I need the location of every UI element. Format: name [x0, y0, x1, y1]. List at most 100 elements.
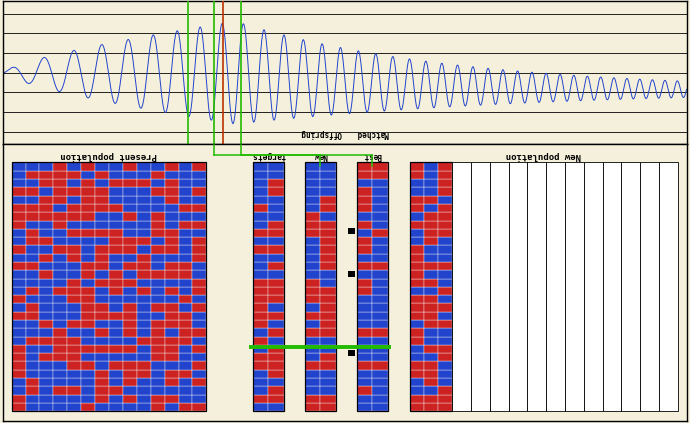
Bar: [410, 187, 424, 195]
Bar: [253, 337, 268, 345]
Bar: [123, 179, 137, 187]
Bar: [320, 195, 336, 204]
Bar: [26, 303, 39, 312]
Bar: [39, 320, 53, 328]
Bar: [253, 328, 268, 337]
Bar: [320, 262, 336, 270]
Bar: [165, 370, 179, 378]
Bar: [179, 171, 193, 179]
Bar: [137, 403, 150, 411]
Bar: [165, 229, 179, 237]
Bar: [26, 245, 39, 254]
Bar: [438, 386, 452, 395]
Bar: [320, 254, 336, 262]
Bar: [95, 395, 109, 403]
Bar: [137, 353, 150, 362]
Bar: [53, 378, 67, 386]
Bar: [424, 262, 438, 270]
Bar: [253, 370, 268, 378]
Bar: [81, 303, 95, 312]
Bar: [150, 254, 165, 262]
Bar: [150, 328, 165, 337]
Bar: [305, 295, 320, 303]
Bar: [67, 403, 81, 411]
Bar: [137, 362, 150, 370]
Bar: [109, 171, 123, 179]
Bar: [137, 195, 150, 204]
Bar: [26, 279, 39, 287]
Bar: [53, 279, 67, 287]
Bar: [320, 353, 336, 362]
Bar: [193, 195, 206, 204]
Bar: [12, 287, 26, 295]
Bar: [424, 245, 438, 254]
Bar: [67, 187, 81, 195]
Bar: [53, 262, 67, 270]
Bar: [410, 162, 452, 411]
Bar: [165, 162, 179, 171]
Bar: [109, 187, 123, 195]
Bar: [81, 162, 95, 171]
Bar: [26, 254, 39, 262]
Bar: [12, 312, 26, 320]
Bar: [438, 162, 452, 171]
Bar: [165, 362, 179, 370]
Bar: [165, 287, 179, 295]
Bar: [26, 212, 39, 220]
Bar: [602, 162, 621, 411]
Bar: [253, 162, 284, 411]
Bar: [67, 370, 81, 378]
Bar: [268, 212, 284, 220]
Bar: [438, 179, 452, 187]
Bar: [305, 229, 320, 237]
Bar: [268, 337, 284, 345]
Bar: [53, 237, 67, 245]
Bar: [12, 245, 26, 254]
Bar: [165, 345, 179, 353]
Bar: [109, 312, 123, 320]
Bar: [268, 204, 284, 212]
Bar: [12, 162, 206, 411]
Bar: [165, 237, 179, 245]
Bar: [357, 195, 373, 204]
Bar: [26, 270, 39, 279]
Bar: [53, 295, 67, 303]
Bar: [12, 229, 26, 237]
Bar: [12, 353, 26, 362]
Bar: [253, 345, 268, 353]
Bar: [123, 270, 137, 279]
Bar: [373, 312, 388, 320]
Bar: [565, 162, 584, 411]
Bar: [373, 337, 388, 345]
Bar: [424, 295, 438, 303]
Bar: [39, 254, 53, 262]
Bar: [165, 187, 179, 195]
Bar: [12, 303, 26, 312]
Bar: [123, 403, 137, 411]
Bar: [357, 187, 373, 195]
Bar: [193, 362, 206, 370]
Bar: [53, 187, 67, 195]
Bar: [253, 386, 268, 395]
Bar: [12, 395, 26, 403]
Bar: [305, 312, 320, 320]
Bar: [165, 328, 179, 337]
Bar: [137, 312, 150, 320]
Bar: [373, 262, 388, 270]
Bar: [165, 212, 179, 220]
Bar: [123, 237, 137, 245]
Bar: [123, 395, 137, 403]
Bar: [268, 287, 284, 295]
Bar: [67, 395, 81, 403]
Bar: [81, 353, 95, 362]
Bar: [95, 328, 109, 337]
Bar: [193, 229, 206, 237]
Bar: [179, 295, 193, 303]
Bar: [150, 187, 165, 195]
Bar: [26, 320, 39, 328]
Bar: [95, 162, 109, 171]
Bar: [373, 403, 388, 411]
Bar: [165, 220, 179, 229]
Bar: [527, 162, 546, 411]
Bar: [165, 270, 179, 279]
